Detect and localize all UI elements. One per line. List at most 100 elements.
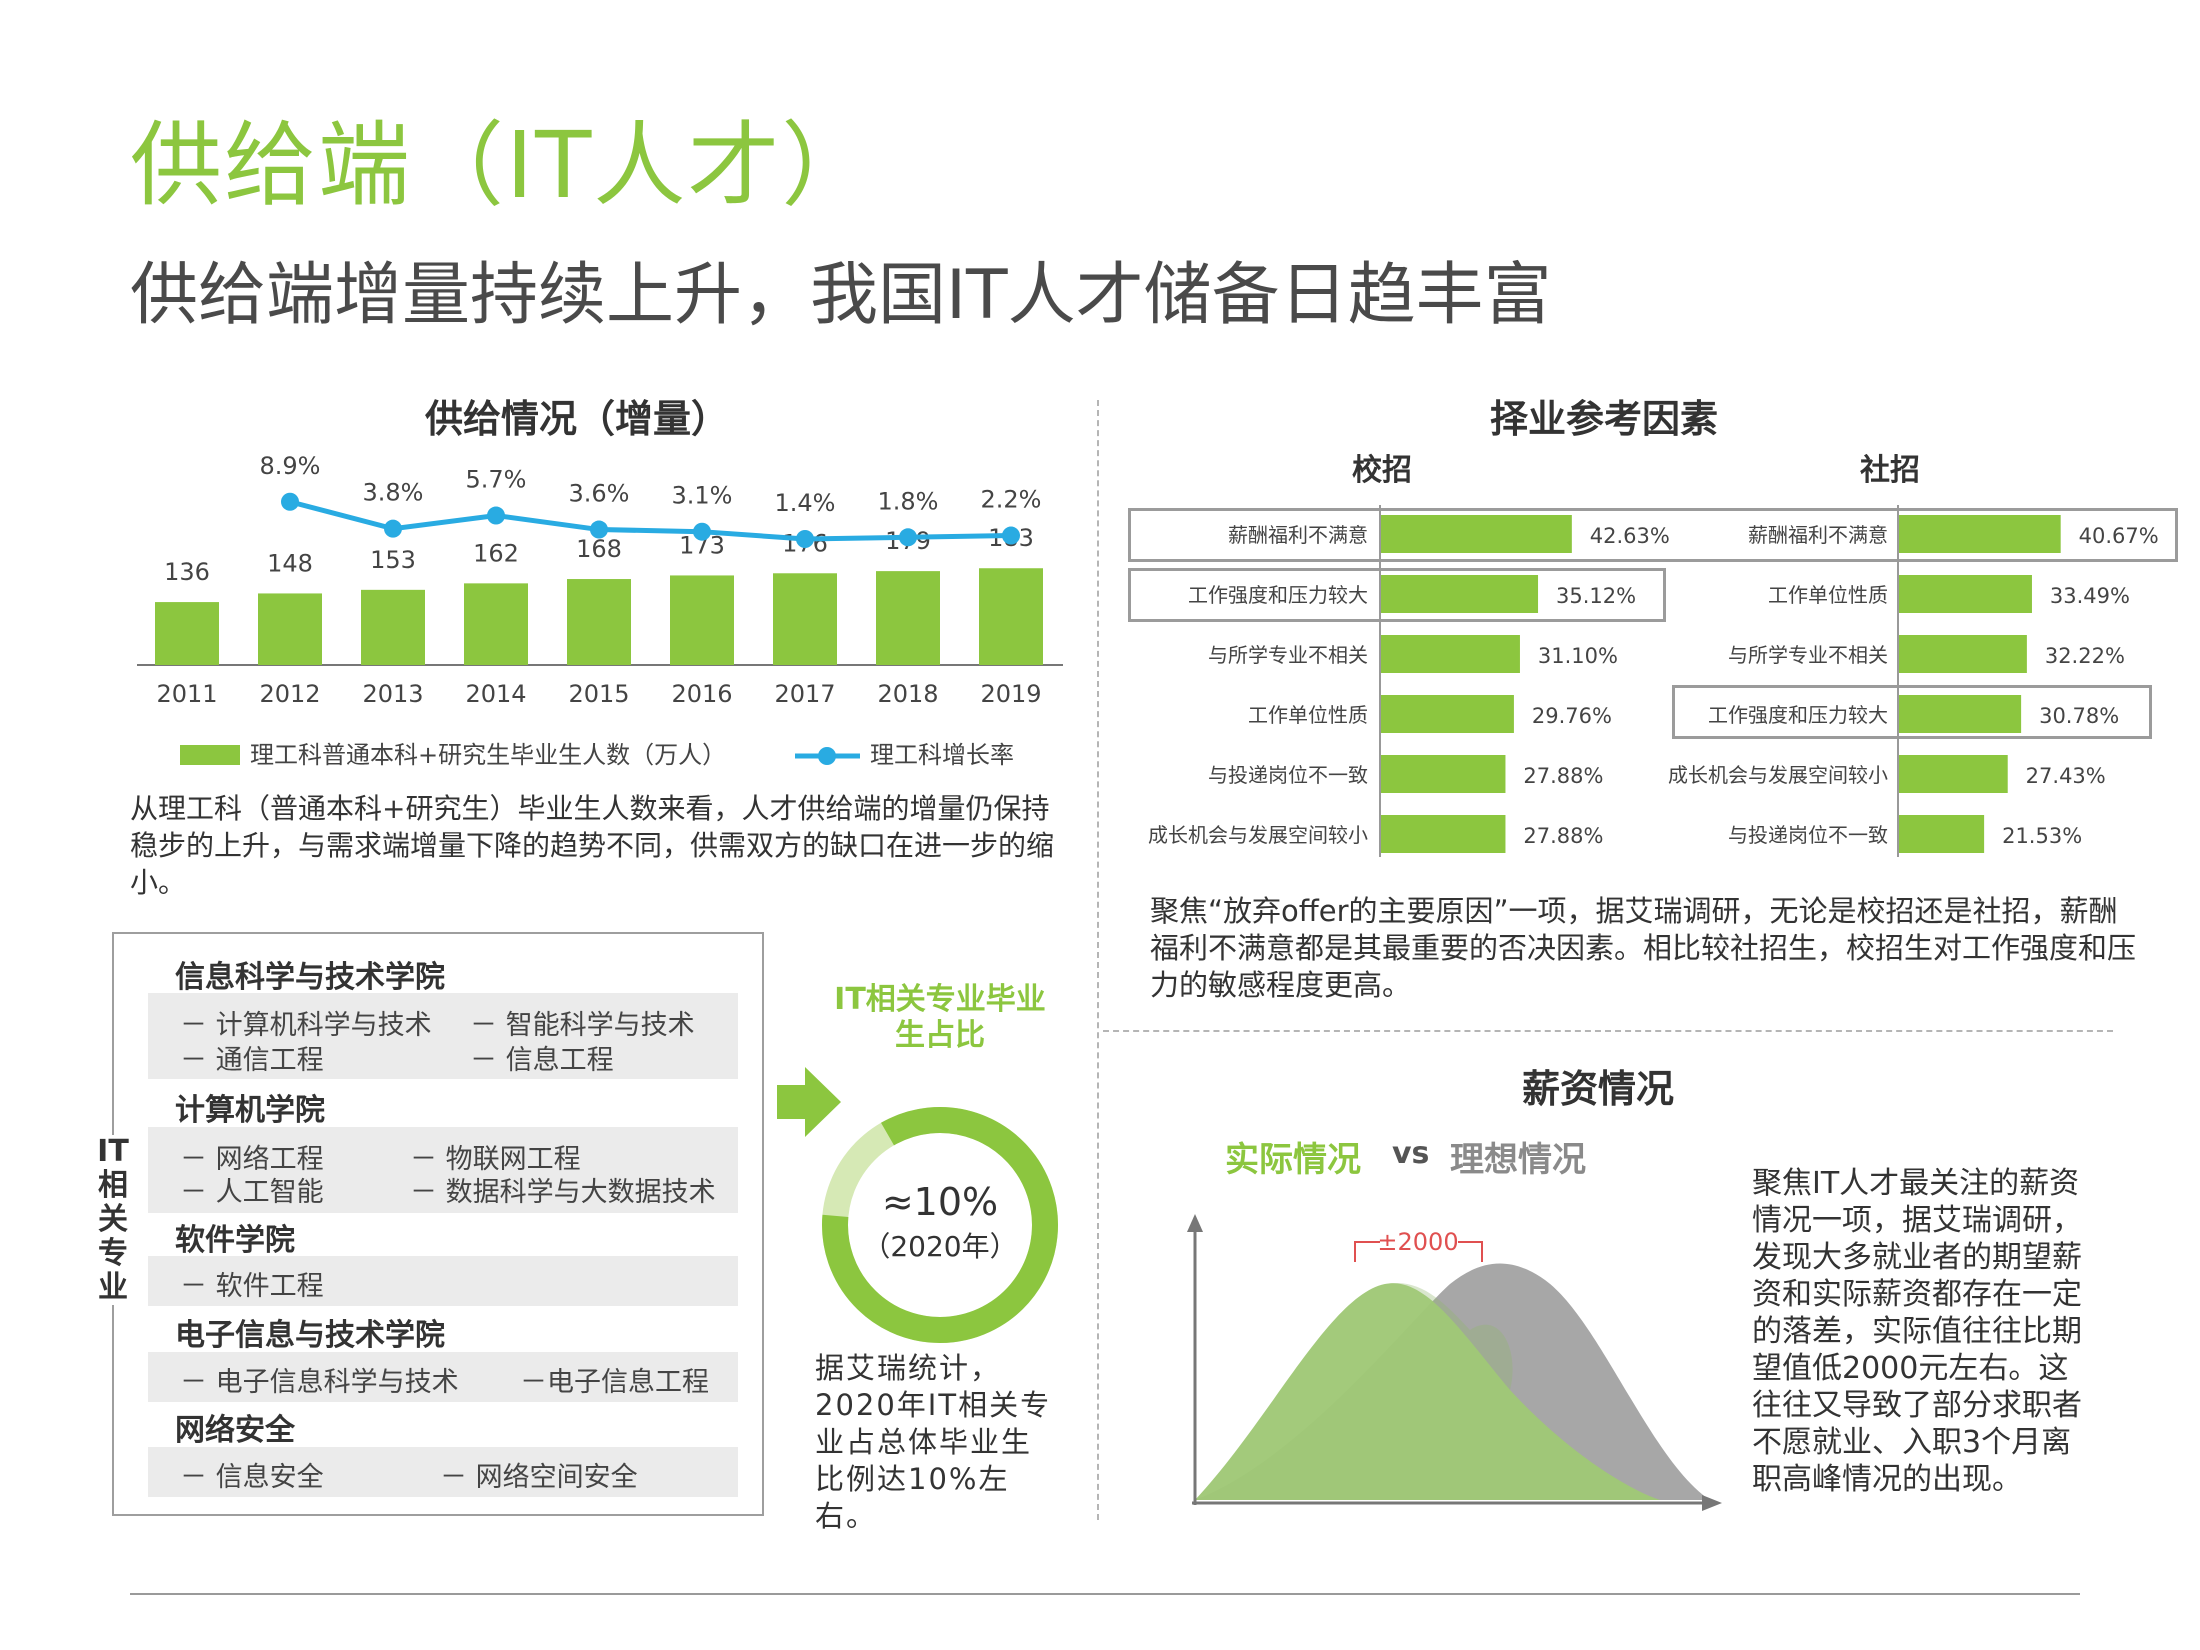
social-heading: 社招	[1860, 453, 1920, 488]
supply-heading: 供给情况（增量）	[425, 397, 730, 441]
major-item: － 网络工程	[180, 1144, 324, 1175]
bar-value-label: 136	[164, 558, 210, 586]
growth-rate-label: 1.4%	[775, 489, 836, 517]
campus-bar-chart: 薪酬福利不满意 42.63% 工作强度和压力较大 35.12% 与所学专业不相关 31.1…	[1148, 505, 1670, 857]
bar-value-label: 148	[267, 549, 313, 577]
major-item: － 软件工程	[180, 1271, 324, 1302]
bar	[464, 583, 528, 665]
x-tick-label: 2014	[465, 680, 526, 708]
salary-heading: 薪资情况	[1522, 1067, 1675, 1111]
value-label: 29.76%	[1532, 704, 1612, 728]
footer-rule	[130, 1593, 2080, 1595]
growth-rate-point	[487, 506, 505, 525]
factors-paragraph: 聚焦“放弃offer的主要原因”一项，据艾瑞调研，无论是校招还是社招，薪酬福利不…	[1150, 894, 2137, 1002]
majors-group	[148, 1352, 738, 1402]
social-bar-chart: 薪酬福利不满意 40.67% 工作单位性质 33.49% 与所学专业不相关 32.22% 工…	[1668, 505, 2159, 857]
y-axis-arrow	[1187, 1214, 1203, 1232]
category-label: 工作强度和压力较大	[1708, 703, 1888, 727]
ideal-label: 理想情况	[1450, 1140, 1586, 1180]
category-label: 与投递岗位不一致	[1208, 763, 1368, 787]
value-label: 33.49%	[2050, 584, 2130, 608]
school-name: 电子信息与技术学院	[175, 1318, 445, 1353]
campus-heading: 校招	[1352, 453, 1412, 488]
ratio-year: （2020年）	[862, 1230, 1018, 1263]
category-label: 成长机会与发展空间较小	[1668, 763, 1888, 787]
school-name: 软件学院	[175, 1223, 295, 1258]
category-label: 与投递岗位不一致	[1728, 823, 1888, 847]
gap-label: ±2000	[1377, 1228, 1458, 1256]
bar	[876, 571, 940, 665]
bar	[361, 589, 425, 665]
major-item: － 智能科学与技术	[470, 1010, 695, 1041]
growth-rate-label: 5.7%	[466, 466, 527, 494]
bar	[1380, 575, 1539, 613]
x-tick-label: 2018	[877, 680, 938, 708]
school-name: 网络安全	[175, 1413, 295, 1448]
supply-paragraph: 从理工科（普通本科+研究生）毕业生人数来看，人才供给端的增量仍保持稳步的上升，与…	[130, 792, 1055, 899]
bar	[567, 579, 631, 665]
legend-bar-swatch	[180, 745, 240, 765]
x-tick-label: 2015	[568, 680, 629, 708]
bar	[773, 573, 837, 665]
value-label: 40.67%	[2079, 524, 2159, 548]
growth-rate-point	[590, 520, 608, 539]
ratio-ring	[822, 1107, 1058, 1343]
actual-curve	[1195, 1283, 1660, 1500]
category-label: 薪酬福利不满意	[1228, 523, 1368, 547]
growth-rate-label: 3.8%	[363, 479, 424, 507]
bar	[155, 602, 219, 665]
school-name: 信息科学与技术学院	[175, 960, 445, 995]
bar	[1380, 515, 1572, 553]
bar	[1380, 755, 1506, 793]
factors-heading: 择业参考因素	[1490, 397, 1719, 441]
category-label: 工作单位性质	[1768, 583, 1888, 607]
x-tick-label: 2017	[774, 680, 835, 708]
majors-group	[148, 1447, 738, 1497]
bar	[979, 568, 1043, 665]
major-item: － 数据科学与大数据技术	[410, 1177, 716, 1208]
majors-side-label: IT相关专业	[95, 1135, 131, 1305]
supply-chart: 1362011148201215320131622014168201517320…	[137, 452, 1063, 769]
growth-rate-point	[384, 519, 402, 538]
bar	[1898, 815, 1985, 853]
bar	[1898, 575, 2032, 613]
majors-group	[148, 1256, 738, 1306]
bar	[1898, 695, 2022, 733]
bar	[1380, 635, 1520, 673]
highlight-box-salary	[1128, 508, 2178, 562]
highlight-box-campus-pressure	[1128, 568, 1666, 622]
category-label: 与所学专业不相关	[1728, 643, 1888, 667]
legend-line-marker	[818, 747, 836, 765]
category-label: 薪酬福利不满意	[1748, 523, 1888, 547]
growth-rate-label: 1.8%	[878, 487, 939, 515]
x-tick-label: 2019	[980, 680, 1041, 708]
growth-rate-point	[796, 530, 814, 548]
value-label: 27.88%	[1523, 824, 1603, 848]
value-label: 35.12%	[1556, 584, 1636, 608]
legend-line-label: 理工科增长率	[870, 741, 1014, 769]
bar	[670, 575, 734, 665]
ratio-label: IT相关专业毕业生占比	[834, 982, 1046, 1053]
value-label: 27.88%	[1523, 764, 1603, 788]
growth-rate-point	[281, 492, 299, 511]
salary-distribution-diagram: ±2000	[1187, 1214, 1722, 1511]
bar	[1380, 815, 1506, 853]
value-label: 27.43%	[2026, 764, 2106, 788]
major-item: － 计算机科学与技术	[180, 1010, 432, 1041]
value-label: 30.78%	[2039, 704, 2119, 728]
page-subtitle: 供给端增量持续上升，我国IT人才储备日趋丰富	[130, 256, 1552, 335]
major-item: －电子信息工程	[520, 1367, 709, 1398]
growth-rate-label: 3.1%	[672, 482, 733, 510]
majors-group	[148, 1127, 738, 1213]
category-label: 成长机会与发展空间较小	[1148, 823, 1368, 847]
major-item: － 物联网工程	[410, 1144, 581, 1175]
ring-center	[849, 1134, 1031, 1316]
vs-label: vs	[1392, 1136, 1430, 1171]
bar	[1380, 695, 1514, 733]
growth-rate-label: 8.9%	[260, 452, 321, 480]
value-label: 32.22%	[2045, 644, 2125, 668]
salary-paragraph: 聚焦IT人才最关注的薪资情况一项，据艾瑞调研，发现大多就业者的期望薪资和实际薪资…	[1752, 1166, 2082, 1497]
x-axis-arrow	[1702, 1495, 1722, 1511]
bar	[1898, 755, 2008, 793]
x-tick-label: 2013	[362, 680, 423, 708]
